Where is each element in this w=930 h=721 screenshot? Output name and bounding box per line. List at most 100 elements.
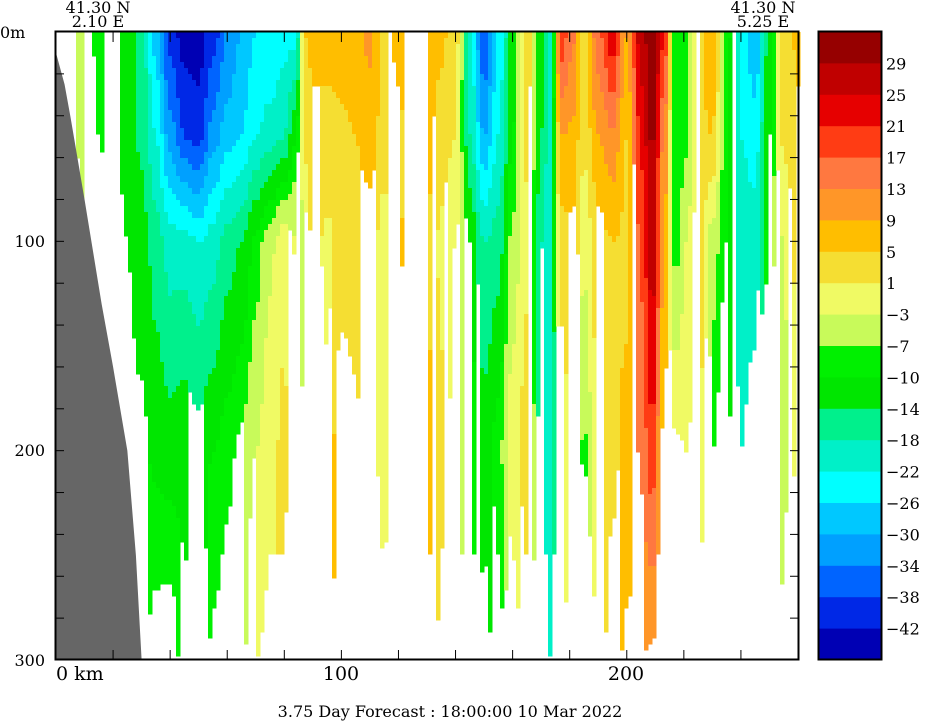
heatmap-cell xyxy=(728,32,733,39)
heatmap-cell xyxy=(752,32,757,99)
heatmap-cell xyxy=(304,38,309,165)
heatmap-cell xyxy=(164,212,169,273)
heatmap-cell xyxy=(156,146,161,213)
heatmap-cell xyxy=(280,32,285,69)
heatmap-cell xyxy=(536,32,541,195)
heatmap-cell xyxy=(436,32,441,81)
colorbar-frame xyxy=(817,30,883,661)
heatmap-cell xyxy=(656,416,661,555)
heatmap-cell xyxy=(592,338,597,597)
heatmap-cell xyxy=(580,176,585,297)
heatmap-cell xyxy=(204,176,209,207)
heatmap-cell xyxy=(280,68,285,141)
heatmap-cell xyxy=(160,32,165,75)
heatmap-cell xyxy=(152,200,157,321)
colorbar-label: −3 xyxy=(886,306,910,325)
heatmap-cell xyxy=(188,140,193,165)
heatmap-cell xyxy=(656,158,661,309)
heatmap-cell xyxy=(164,386,169,501)
heatmap-cell xyxy=(284,200,289,225)
heatmap-cell xyxy=(156,32,161,81)
heatmap-cell xyxy=(188,74,193,141)
heatmap-cell xyxy=(172,290,177,393)
heatmap-cell xyxy=(260,122,265,159)
heatmap-cell xyxy=(280,224,285,369)
heatmap-cell xyxy=(564,86,569,135)
heatmap-cell xyxy=(264,32,269,105)
heatmap-cell xyxy=(176,290,181,387)
heatmap-cell xyxy=(332,92,337,435)
heatmap-cell xyxy=(148,464,153,615)
heatmap-cell xyxy=(244,110,249,165)
heatmap-cell xyxy=(176,146,181,177)
heatmap-cell xyxy=(464,146,469,219)
colorbar-band xyxy=(819,565,881,598)
heatmap-cell xyxy=(380,194,385,549)
heatmap-cell xyxy=(164,272,169,387)
left-lon-label: 2.10 E xyxy=(72,12,124,31)
heatmap-cell xyxy=(668,110,673,351)
heatmap-cell xyxy=(152,128,157,201)
heatmap-cell xyxy=(784,320,789,513)
heatmap-cell xyxy=(608,236,613,537)
heatmap-cell xyxy=(248,212,253,267)
heatmap-cell xyxy=(476,50,481,123)
heatmap-cell xyxy=(200,218,205,243)
heatmap-cell xyxy=(764,230,769,285)
heatmap-cell xyxy=(232,74,237,147)
heatmap-cell xyxy=(216,32,221,39)
heatmap-cell xyxy=(572,44,577,117)
heatmap-cell xyxy=(608,176,613,237)
heatmap-cell xyxy=(252,320,257,459)
heatmap-cell xyxy=(604,164,609,231)
heatmap-cell xyxy=(604,68,609,111)
colorbar-band xyxy=(819,377,881,410)
heatmap-cell xyxy=(224,224,229,297)
heatmap-cell xyxy=(524,314,529,555)
heatmap-cell xyxy=(792,284,797,477)
heatmap-cell xyxy=(280,368,285,555)
heatmap-cell xyxy=(448,32,453,159)
heatmap-cell xyxy=(588,32,593,129)
heatmap-cell xyxy=(240,32,245,135)
heatmap-cell xyxy=(708,182,713,225)
heatmap-cell xyxy=(212,56,217,111)
heatmap-cell xyxy=(240,344,245,423)
heatmap-cell xyxy=(492,308,497,423)
heatmap-cell xyxy=(272,32,277,99)
heatmap-cell xyxy=(220,200,225,237)
heatmap-cell xyxy=(320,86,325,237)
heatmap-cell xyxy=(428,32,433,195)
heatmap-cell xyxy=(496,398,501,555)
heatmap-cell xyxy=(384,32,389,195)
heatmap-cell xyxy=(328,218,333,309)
heatmap-cell xyxy=(448,158,453,399)
heatmap-cell xyxy=(132,32,137,339)
heatmap-cell xyxy=(96,32,101,135)
heatmap-cell xyxy=(200,188,205,219)
heatmap-cell xyxy=(264,104,269,153)
heatmap-cell xyxy=(544,32,549,165)
heatmap-cell xyxy=(136,152,141,375)
heatmap-cell xyxy=(232,32,237,75)
heatmap-cell xyxy=(352,134,357,375)
heatmap-cell xyxy=(252,32,257,39)
heatmap-cell xyxy=(616,236,621,471)
heatmap-cell xyxy=(80,32,85,231)
heatmap-cell xyxy=(700,368,705,543)
heatmap-cell xyxy=(608,92,613,129)
heatmap-cell xyxy=(472,362,477,555)
heatmap-cell xyxy=(92,32,97,57)
heatmap-cell xyxy=(672,350,677,429)
heatmap-cell xyxy=(208,224,213,291)
heatmap-cell xyxy=(192,170,197,195)
heatmap-cell xyxy=(584,32,589,171)
heatmap-cell xyxy=(552,332,557,555)
colorbar-band xyxy=(819,32,881,64)
heatmap-cell xyxy=(220,236,225,321)
heatmap-cell xyxy=(752,188,757,351)
heatmap-cell xyxy=(208,374,213,465)
heatmap-cell xyxy=(256,170,261,201)
heatmap-cell xyxy=(176,32,181,39)
heatmap-cell xyxy=(328,32,333,87)
